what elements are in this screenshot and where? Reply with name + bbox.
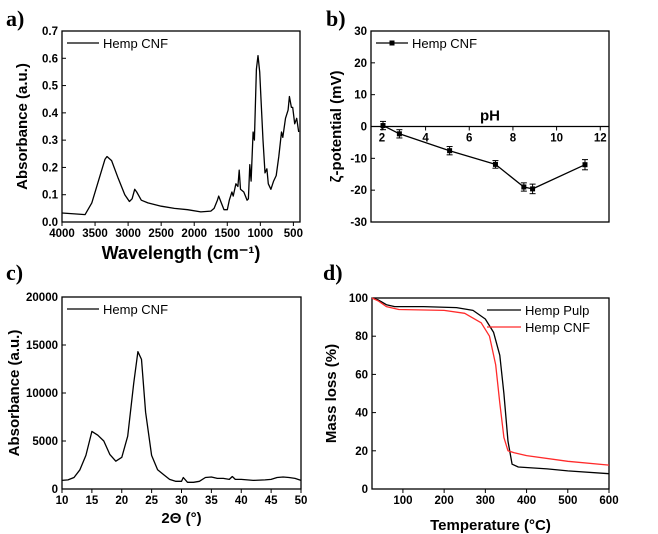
series-line-hemp-cnf — [371, 297, 610, 466]
y-tick-label: 40 — [355, 408, 368, 420]
y-axis-title: Absorbance (a.u.) — [14, 63, 31, 190]
y-axis-title: Mass loss (%) — [323, 344, 340, 443]
x-tick-label: 8 — [510, 133, 517, 145]
panel-c: c) 0 5000 10000 15000 20000 10 15 20 25 30 35 40 45 50… — [6, 260, 307, 527]
legend-label: Hemp Pulp — [525, 303, 589, 318]
y-tick-label: 5000 — [32, 436, 58, 448]
y-tick-label: 15000 — [26, 340, 58, 352]
x-tick-label: 50 — [295, 495, 308, 507]
x-tick-label: 1000 — [248, 228, 274, 240]
y-tick-label: 0.6 — [42, 53, 58, 65]
x-tick-label: 10 — [56, 495, 69, 507]
y-tick-label: 60 — [355, 369, 368, 381]
x-tick-label: 20 — [115, 495, 128, 507]
data-point — [582, 162, 588, 168]
legend-label: Hemp CNF — [103, 302, 168, 317]
y-tick-label: 10000 — [26, 388, 58, 400]
panel-label: b) — [326, 6, 346, 31]
x-tick-label: 12 — [594, 133, 607, 145]
x-tick-label: 2000 — [181, 228, 207, 240]
x-tick-label: 10 — [550, 133, 563, 145]
x-tick-label: 500 — [558, 495, 577, 507]
y-axis-title: Absorbance (a.u.) — [6, 330, 23, 457]
x-tick-label: 3000 — [115, 228, 141, 240]
y-tick-label: -30 — [350, 217, 367, 229]
panel-label: a) — [6, 6, 24, 31]
x-tick-label: 40 — [235, 495, 248, 507]
x-axis-title: 2Θ (°) — [161, 510, 201, 527]
data-point — [521, 184, 527, 190]
panel-label: c) — [6, 260, 23, 285]
y-tick-label: 100 — [349, 293, 368, 305]
legend-marker — [389, 40, 395, 46]
x-tick-label: 6 — [466, 133, 472, 145]
x-tick-label: 4000 — [49, 228, 75, 240]
x-axis-title: pH — [480, 108, 500, 125]
x-tick-label: 100 — [393, 495, 412, 507]
y-tick-label: 0.0 — [42, 217, 58, 229]
x-tick-label: 200 — [435, 495, 454, 507]
plot-frame — [61, 296, 302, 490]
legend-label: Hemp CNF — [412, 36, 477, 51]
y-tick-label: 0 — [52, 484, 58, 496]
y-tick-label: 20000 — [26, 292, 58, 304]
legend-label: Hemp CNF — [103, 36, 168, 51]
y-tick-label: 80 — [355, 331, 368, 343]
y-axis-title: ζ-potential (mV) — [328, 71, 345, 183]
y-tick-label: 0.4 — [42, 108, 59, 120]
x-tick-label: 300 — [476, 495, 495, 507]
panel-b: b) -30 -20 -10 0 10 20 30 2 4 6 8 10 12 pH ζ-potential … — [326, 6, 610, 229]
series-line-hemp-pulp — [371, 297, 610, 475]
data-point — [447, 148, 453, 154]
data-point — [396, 131, 402, 137]
x-axis-title: Wavelength (cm⁻¹) — [102, 243, 261, 263]
x-tick-label: 35 — [205, 495, 218, 507]
x-tick-label: 25 — [145, 495, 158, 507]
y-tick-label: 20 — [354, 58, 367, 70]
y-tick-label: 0.7 — [42, 26, 58, 38]
data-point — [492, 161, 498, 167]
panel-label: d) — [323, 260, 343, 285]
x-tick-label: 4 — [422, 133, 429, 145]
x-tick-label: 500 — [284, 228, 303, 240]
legend-label: Hemp CNF — [525, 320, 590, 335]
y-tick-label: 0.5 — [42, 81, 59, 93]
y-tick-label: 0 — [362, 484, 368, 496]
y-tick-label: 30 — [354, 26, 367, 38]
data-point — [530, 186, 536, 192]
y-tick-label: 0.2 — [42, 162, 58, 174]
x-tick-label: 45 — [265, 495, 278, 507]
x-tick-label: 15 — [85, 495, 98, 507]
y-tick-label: 20 — [355, 446, 368, 458]
y-tick-label: 0.3 — [42, 135, 58, 147]
plot-frame — [371, 297, 610, 490]
series-line-hemp-cnf — [61, 54, 300, 216]
x-tick-label: 3500 — [82, 228, 108, 240]
y-tick-label: -20 — [350, 185, 367, 197]
x-axis-title: Temperature (°C) — [430, 517, 551, 534]
x-tick-label: 30 — [175, 495, 188, 507]
y-tick-label: -10 — [350, 153, 367, 165]
y-tick-label: 0.1 — [42, 190, 59, 202]
data-point — [380, 123, 386, 129]
x-tick-label: 600 — [599, 495, 618, 507]
x-tick-label: 1500 — [214, 228, 240, 240]
plot-frame — [61, 30, 301, 223]
x-tick-label: 400 — [517, 495, 536, 507]
x-tick-label: 2500 — [148, 228, 174, 240]
y-tick-label: 0 — [361, 122, 367, 134]
panel-d: d) 0 20 40 60 80 100 100 200 300 400 500 600 Temperat… — [323, 260, 619, 534]
panel-a: a) 0.0 0.1 0.2 0.3 0.4 0.5 0.6 0.7 4000 3500 3000 25… — [6, 6, 303, 263]
y-tick-label: 10 — [354, 90, 367, 102]
series-line-hemp-cnf — [61, 351, 302, 483]
x-tick-label: 2 — [379, 133, 385, 145]
